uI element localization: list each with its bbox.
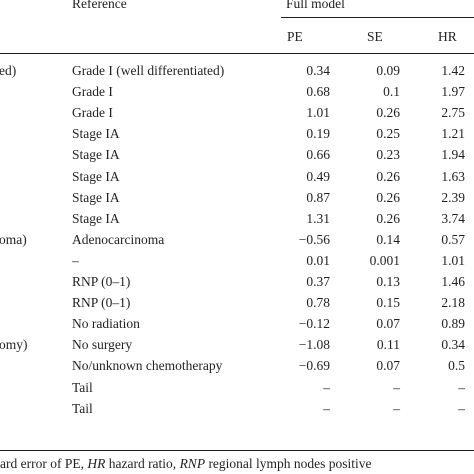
row-reference: Stage IA: [72, 147, 120, 162]
header-bottom-rule: [0, 53, 474, 54]
footnote-part1: ard error of PE,: [0, 456, 88, 471]
row-pe: 0.68: [306, 84, 330, 99]
pe-header: PE: [287, 29, 303, 44]
row-reference: Stage IA: [72, 126, 120, 141]
row-reference: No radiation: [72, 316, 140, 331]
row-pe: 0.66: [306, 147, 330, 162]
row-pe: 0.37: [306, 274, 330, 289]
row-se: 0.1: [383, 84, 400, 99]
full-model-header: Full model: [286, 0, 345, 11]
row-hr: –: [458, 401, 465, 416]
reference-header: Reference: [72, 0, 127, 11]
row-reference: Grade I (well differentiated): [72, 63, 225, 78]
row-se: 0.14: [376, 232, 400, 247]
footnote-rnp-abbr: RNP: [179, 456, 206, 471]
full-model-rule: [281, 17, 474, 18]
row-hr: 1.46: [441, 274, 465, 289]
row-pe: 1.01: [306, 105, 330, 120]
row-hr: 0.89: [441, 316, 465, 331]
row-se: 0.26: [376, 169, 400, 184]
row-hr: 1.42: [441, 63, 465, 78]
table-bottom-rule: [0, 450, 474, 451]
row-reference: RNP (0–1): [72, 274, 131, 289]
row-reference: Grade I: [72, 105, 113, 120]
row-hr: 1.21: [441, 126, 465, 141]
row-se: 0.07: [376, 316, 400, 331]
footnote-part3: regional lymph nodes positive: [205, 456, 372, 471]
row-hr: –: [458, 380, 465, 395]
row-se: 0.23: [376, 147, 400, 162]
row-hr: 0.57: [441, 232, 465, 247]
row-se: 0.11: [376, 337, 400, 352]
row-reference: Adenocarcinoma: [72, 232, 165, 247]
hr-header: HR: [438, 29, 457, 44]
row-reference: Stage IA: [72, 211, 120, 226]
row-reference: Grade I: [72, 84, 113, 99]
row-se: –: [393, 380, 400, 395]
row-hr: 1.01: [441, 253, 465, 268]
row-se: 0.26: [376, 105, 400, 120]
row-reference: No surgery: [72, 337, 133, 352]
se-header: SE: [367, 29, 383, 44]
row-hr: 0.5: [448, 358, 465, 373]
row-pe: –: [323, 380, 330, 395]
row-pe: 0.78: [306, 295, 330, 310]
row-se: –: [393, 401, 400, 416]
row-se: 0.13: [376, 274, 400, 289]
row-se: 0.09: [376, 63, 400, 78]
row-hr: 2.39: [441, 190, 465, 205]
row-pe: −0.56: [298, 232, 330, 247]
row-reference: Tail: [72, 380, 93, 395]
row-reference: RNP (0–1): [72, 295, 131, 310]
row-hr: 2.75: [441, 105, 465, 120]
row-variable-label: omy): [0, 337, 28, 352]
row-pe: −0.12: [298, 316, 330, 331]
row-reference: No/unknown chemotherapy: [72, 358, 223, 373]
footnote: ard error of PE, HR hazard ratio, RNP re…: [0, 456, 372, 472]
row-pe: 0.19: [306, 126, 330, 141]
row-se: 0.001: [369, 253, 400, 268]
row-se: 0.26: [376, 211, 400, 226]
row-se: 0.07: [376, 358, 400, 373]
row-reference: Stage IA: [72, 169, 120, 184]
row-hr: 1.63: [441, 169, 465, 184]
row-reference: –: [72, 253, 79, 268]
footnote-hr-abbr: HR: [87, 456, 106, 471]
footnote-part2: hazard ratio,: [105, 456, 180, 471]
row-pe: –: [323, 401, 330, 416]
row-variable-label: ed): [0, 63, 17, 78]
row-se: 0.15: [376, 295, 400, 310]
row-pe: 0.34: [306, 63, 330, 78]
row-se: 0.25: [376, 126, 400, 141]
row-hr: 2.18: [441, 295, 465, 310]
row-pe: 1.31: [306, 211, 330, 226]
row-reference: Stage IA: [72, 190, 120, 205]
row-pe: 0.49: [306, 169, 330, 184]
row-hr: 1.97: [441, 84, 465, 99]
row-variable-label: oma): [0, 232, 27, 247]
row-hr: 3.74: [441, 211, 465, 226]
row-se: 0.26: [376, 190, 400, 205]
row-pe: 0.01: [306, 253, 330, 268]
row-hr: 0.34: [441, 337, 465, 352]
row-pe: 0.87: [306, 190, 330, 205]
row-hr: 1.94: [441, 147, 465, 162]
row-pe: −1.08: [298, 337, 330, 352]
row-pe: −0.69: [298, 358, 330, 373]
row-reference: Tail: [72, 401, 93, 416]
